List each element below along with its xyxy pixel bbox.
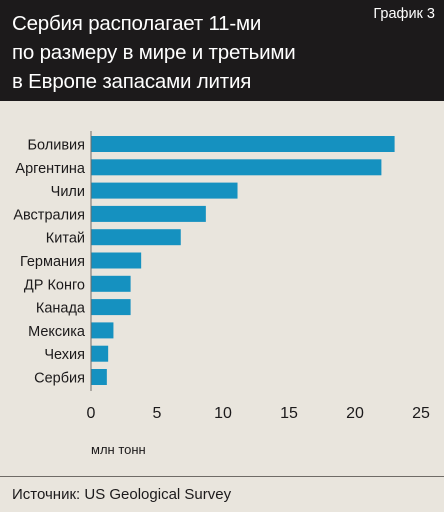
chart-title-line-1: Сербия располагает 11-ми	[12, 12, 262, 35]
category-label: Мексика	[28, 324, 86, 340]
bar	[91, 229, 181, 246]
chart-header: Сербия располагает 11-ми по размеру в ми…	[0, 0, 444, 101]
category-label: Аргентина	[15, 161, 86, 177]
source-note: Источник: US Geological Survey	[12, 486, 232, 503]
category-label: Чехия	[44, 347, 85, 363]
bar	[91, 136, 395, 152]
bar-chart: Боливия Аргентина Чили Австралия Китай Герман…	[13, 131, 430, 457]
bar	[91, 182, 238, 199]
x-tick-label: 15	[280, 405, 298, 422]
bar	[91, 205, 206, 222]
chart-plot-area: Боливия Аргентина Чили Австралия Китай Герман…	[0, 101, 444, 476]
category-label: Китай	[46, 231, 85, 247]
bar	[91, 275, 131, 292]
x-tick-label: 5	[153, 405, 162, 422]
x-tick-label: 25	[412, 405, 430, 422]
chart-title-line-3: в Европе запасами лития	[12, 70, 252, 93]
chart-number-label: График 3	[373, 6, 435, 22]
category-label: ДР Конго	[24, 277, 85, 293]
category-label: Австралия	[13, 207, 85, 223]
chart-title-line-2: по размеру в мире и третьими	[12, 41, 296, 64]
x-tick-label: 20	[346, 405, 364, 422]
x-axis-unit-label: млн тонн	[91, 442, 146, 457]
chart-footer: Источник: US Geological Survey	[0, 476, 444, 512]
category-label: Сербия	[34, 371, 85, 387]
chart-title: Сербия располагает 11-ми по размеру в ми…	[12, 9, 342, 96]
category-label: Германия	[20, 254, 85, 270]
bar	[91, 159, 382, 176]
bar	[91, 345, 109, 362]
category-label: Канада	[36, 301, 86, 317]
x-tick-label: 10	[214, 405, 232, 422]
bar	[91, 369, 107, 385]
bar	[91, 252, 142, 269]
category-label: Боливия	[28, 138, 85, 154]
bar	[91, 299, 131, 316]
category-label: Чили	[51, 184, 85, 200]
bar	[91, 322, 114, 339]
x-tick-label: 0	[87, 405, 96, 422]
